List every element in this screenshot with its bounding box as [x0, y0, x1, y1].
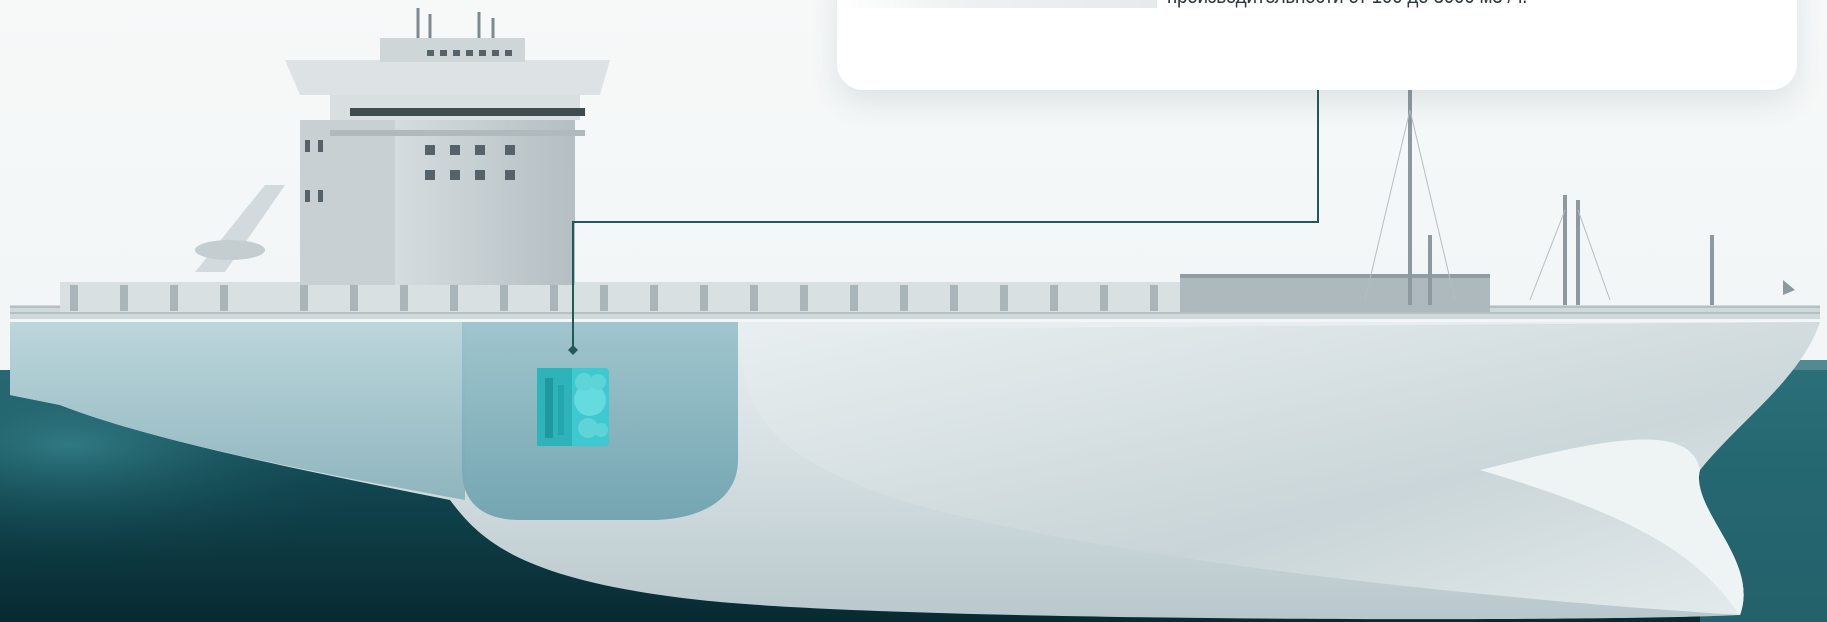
callout-line [572, 90, 1319, 348]
card-image [837, 0, 1157, 8]
forward-masts [1408, 90, 1714, 305]
stern-section [10, 322, 465, 500]
bridge-superstructure [195, 8, 610, 285]
card-description: производительности от 100 до 3000 м3 /ч. [1167, 0, 1527, 10]
cargo-deck [60, 282, 1180, 312]
info-card: производительности от 100 до 3000 м3 /ч. [837, 0, 1797, 90]
forward-hatch [1180, 274, 1490, 312]
treatment-module-icon [537, 368, 609, 446]
